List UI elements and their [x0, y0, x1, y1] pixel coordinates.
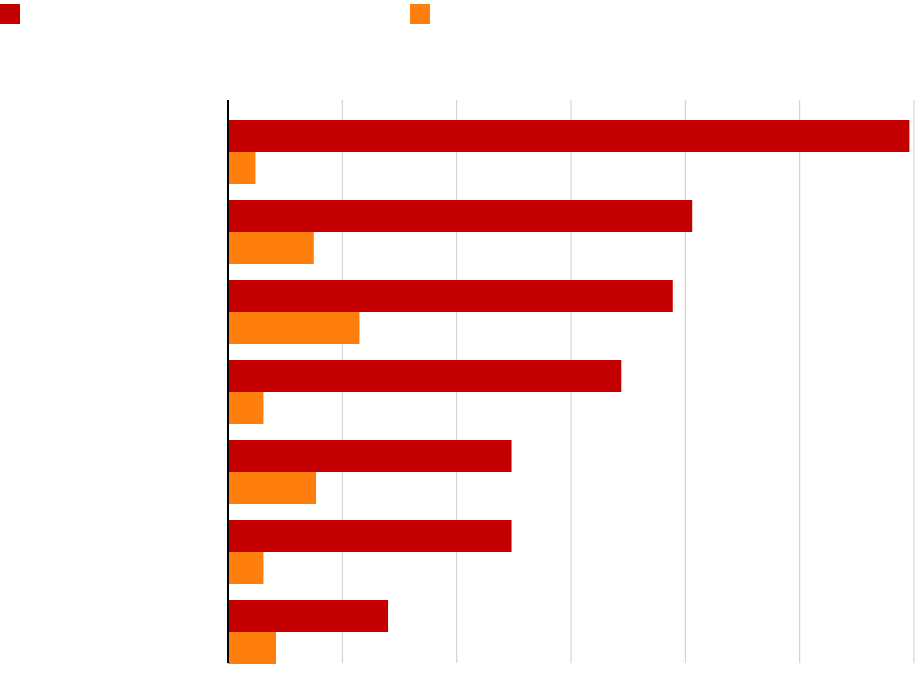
bar-series-2-row-1 — [228, 152, 256, 184]
legend-swatch-series-2 — [410, 4, 430, 24]
bar-series-2-row-5 — [228, 472, 317, 504]
bar-series-1-row-4 — [228, 360, 622, 392]
bar-series-1-row-7 — [228, 600, 389, 632]
bar-series-2-row-2 — [228, 232, 314, 264]
bar-series-1-row-1 — [228, 120, 910, 152]
legend-swatch-series-1 — [0, 4, 20, 24]
bar-series-2-row-3 — [228, 312, 360, 344]
bar-series-2-row-6 — [228, 552, 264, 584]
bar-series-1-row-2 — [228, 200, 693, 232]
bar-series-2-row-4 — [228, 392, 264, 424]
bar-series-1-row-6 — [228, 520, 512, 552]
bar-series-2-row-7 — [228, 632, 277, 664]
bar-series-1-row-3 — [228, 280, 673, 312]
bar-series-1-row-5 — [228, 440, 512, 472]
